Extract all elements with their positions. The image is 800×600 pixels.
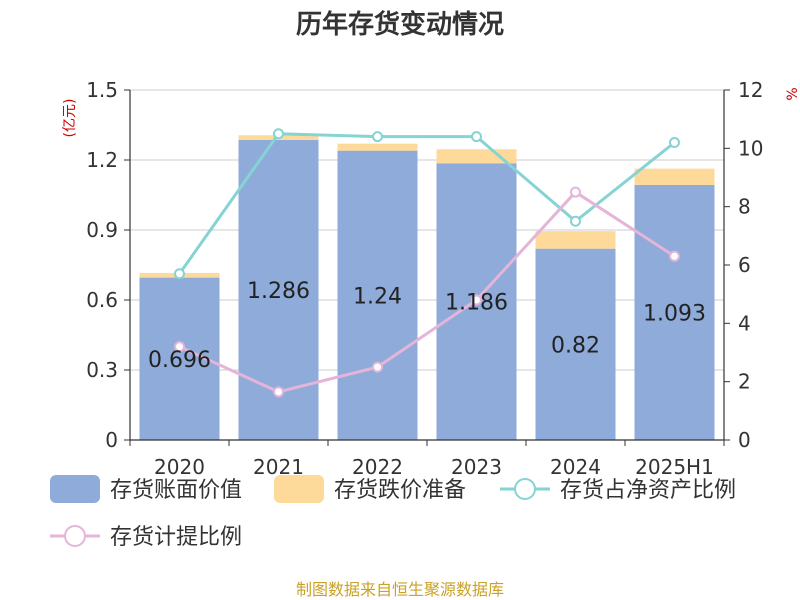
series-point	[570, 186, 581, 198]
bar-value-label: 1.286	[247, 279, 310, 304]
bar	[337, 143, 418, 151]
bar-labels: 0.696 1.286 1.24 1.186 0.82 1.093	[148, 279, 706, 373]
series-line	[178, 132, 676, 275]
legend-label: 存货占净资产比例	[560, 478, 736, 503]
bar-value-label: 0.696	[148, 348, 211, 373]
series-point	[669, 137, 680, 148]
right-tick-label: 0	[738, 428, 751, 452]
legend-label: 存货计提比例	[110, 525, 242, 550]
series-point	[174, 268, 185, 280]
left-tick-label: 0	[105, 428, 118, 452]
bar	[634, 168, 715, 185]
legend-swatch-marker	[64, 525, 86, 547]
bar	[535, 248, 616, 440]
chart-title: 历年存货变动情况	[296, 9, 504, 40]
series-point	[471, 294, 482, 306]
right-tick-label: 4	[738, 311, 751, 335]
series-point	[174, 341, 185, 353]
right-axis-unit: %	[785, 87, 800, 100]
bar-value-label: 1.093	[643, 301, 706, 326]
left-tick-label: 1.2	[86, 148, 118, 172]
bar	[337, 150, 418, 440]
x-tick-label: 2023	[451, 455, 502, 479]
legend-swatch	[50, 475, 100, 503]
series-point	[372, 131, 383, 143]
legend-label: 存货账面价值	[110, 478, 242, 503]
x-tick-label: 2022	[352, 455, 403, 479]
right-tick-label: 6	[738, 253, 751, 277]
legend-swatch-marker	[514, 478, 536, 500]
bar-value-label: 0.82	[551, 333, 600, 358]
bar	[535, 231, 616, 249]
left-tick-label: 1.5	[86, 78, 118, 102]
x-tick-label: 2020	[154, 455, 205, 479]
left-tick-label: 0.9	[86, 218, 118, 242]
right-tick-label: 8	[738, 195, 751, 219]
right-tick-label: 10	[738, 136, 763, 160]
right-tick-label: 2	[738, 370, 751, 394]
series-point	[273, 128, 284, 140]
series-point	[273, 386, 284, 398]
left-tick-label: 0.6	[86, 288, 118, 312]
x-tick-label: 2025H1	[635, 455, 714, 479]
bar	[634, 184, 715, 440]
series-line	[178, 190, 676, 394]
series-point	[669, 250, 680, 262]
series-point	[372, 361, 383, 373]
line-series	[174, 128, 680, 398]
legend-swatch	[274, 475, 324, 503]
left-tick-label: 0.3	[86, 358, 118, 382]
series-point	[570, 215, 581, 227]
right-tick-label: 12	[738, 78, 763, 102]
series-point	[471, 131, 482, 143]
left-axis-unit: (亿元)	[62, 99, 78, 138]
legend-label: 存货跌价准备	[334, 478, 466, 503]
source-note: 制图数据来自恒生聚源数据库	[296, 580, 504, 599]
bar-value-label: 1.24	[353, 284, 402, 309]
x-tick-label: 2024	[550, 455, 601, 479]
bar-value-label: 1.186	[445, 291, 508, 316]
gridlines	[130, 89, 724, 371]
